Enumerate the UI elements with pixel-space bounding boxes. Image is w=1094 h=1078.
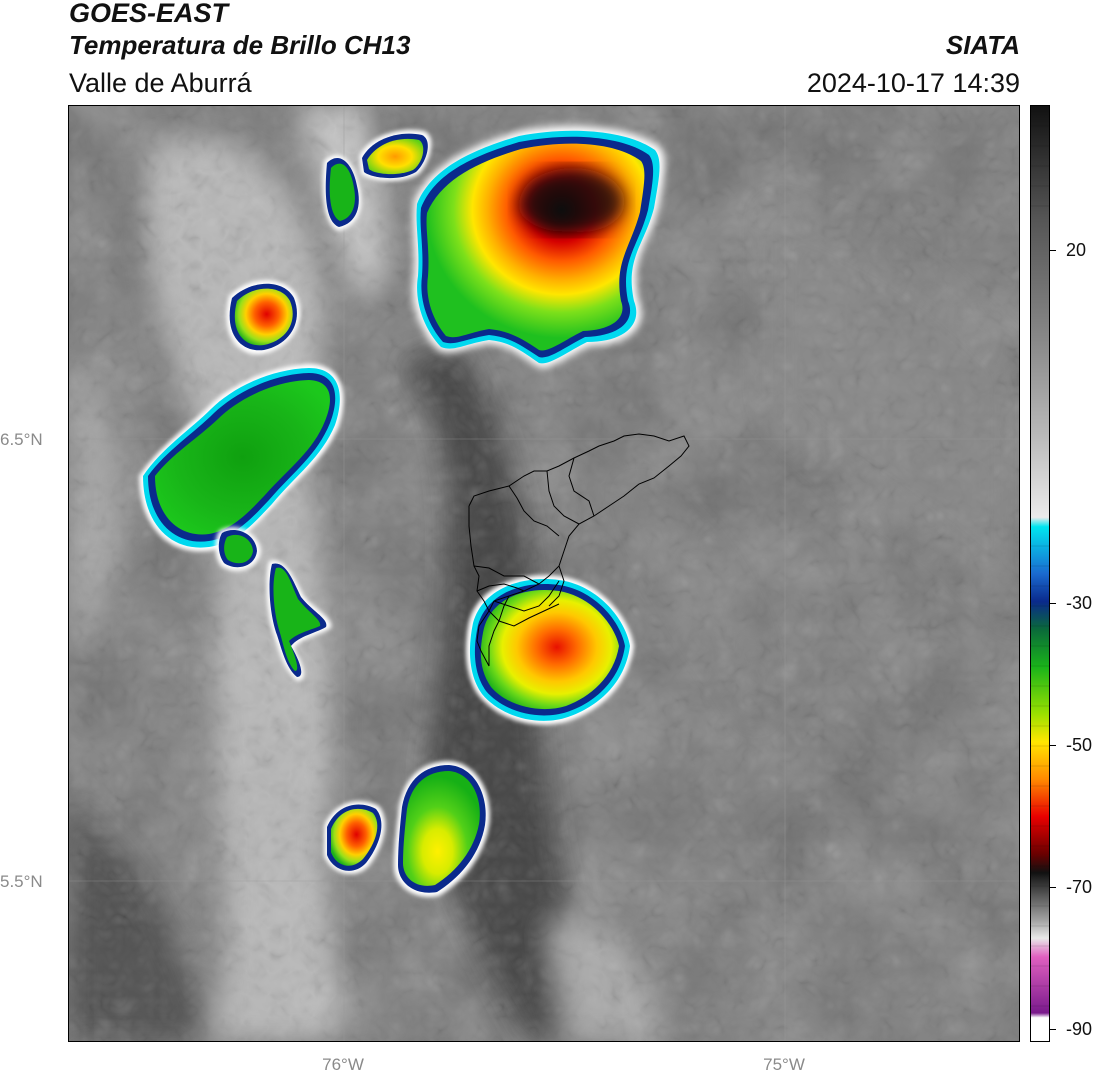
valle-de-aburra-boundaries [468,433,690,667]
colorbar-label-minus90: -90 [1066,1019,1093,1039]
lat-tick-6-5: 6.5°N [0,430,43,449]
storm-cell-west-small [226,280,301,355]
colorbar-tick-minus70 [1050,887,1056,888]
satellite-map-canvas [69,106,1019,1041]
storm-cell-small-top [322,129,432,231]
colorbar-tick-minus50 [1050,745,1056,746]
colorbar-label-20: 20 [1066,240,1087,260]
storm-cell-south [324,761,490,897]
colorbar-tick-minus90 [1050,1029,1056,1030]
product-title: Temperatura de Brillo CH13 [69,30,411,60]
storm-cell-west-large [139,364,344,571]
agency-title: SIATA [945,30,1020,60]
storm-cell-west-triangle [266,560,332,681]
lat-tick-5-5: 5.5°N [0,872,43,891]
storm-cell-central [466,575,634,725]
satellite-title: GOES-EAST [69,0,229,28]
timestamp: 2024-10-17 14:39 [806,68,1020,98]
region-subtitle: Valle de Aburrá [69,68,252,98]
colorbar-tick-minus30 [1050,603,1056,604]
colorbar-label-minus50: -50 [1066,735,1093,755]
colorbar-label-minus30: -30 [1066,593,1093,613]
lon-tick-75w: 75°W [763,1055,805,1074]
colorbar [1030,105,1050,1042]
lon-tick-76w: 76°W [322,1055,364,1074]
storm-cell-north [412,126,665,369]
colorbar-tick-20 [1050,250,1056,251]
satellite-map[interactable] [68,105,1020,1042]
colorbar-label-minus70: -70 [1066,877,1093,897]
